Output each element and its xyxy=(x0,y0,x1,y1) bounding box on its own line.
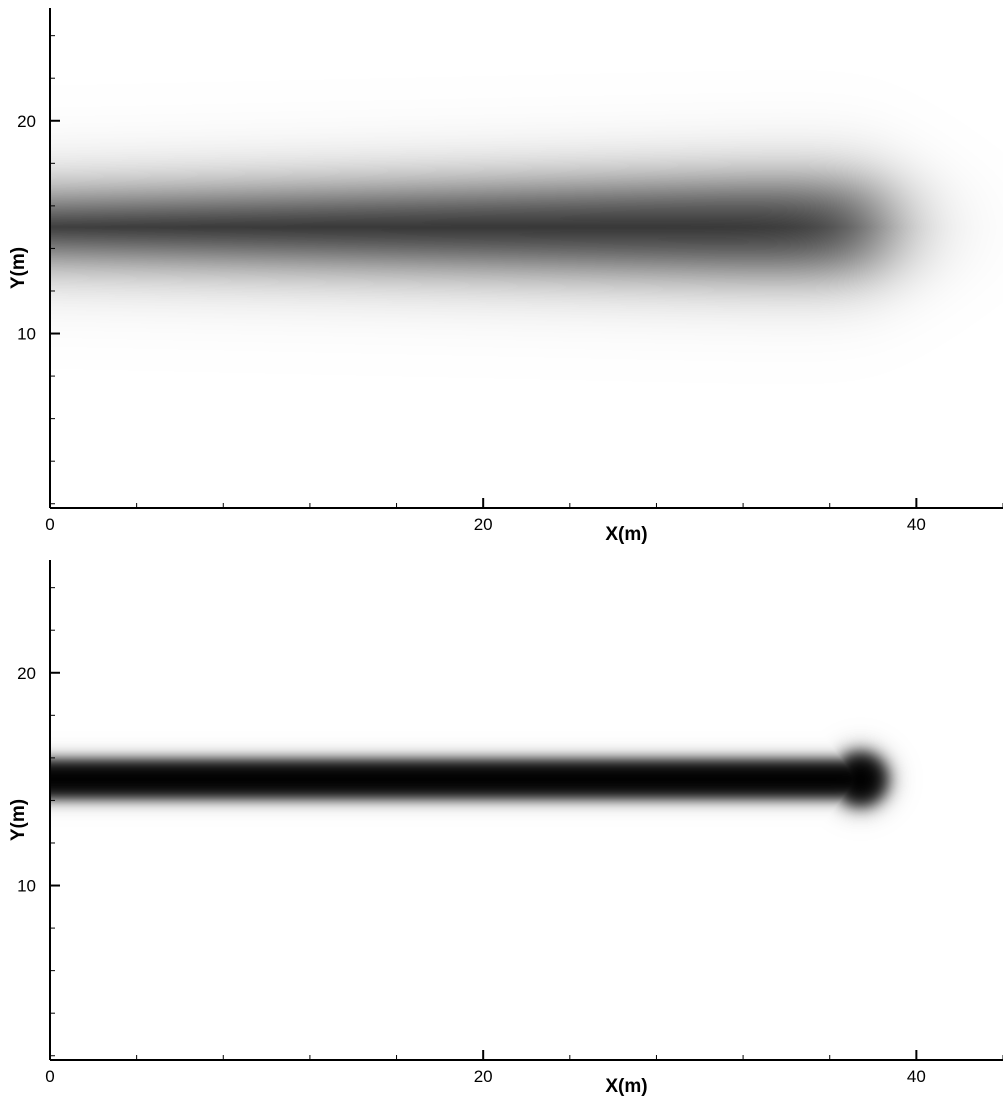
bottom-plume-chart: 0 20 40 10 20 X(m) Y(m) xyxy=(8,560,1003,1097)
x-tick-label: 40 xyxy=(907,515,926,534)
x-axis-title: X(m) xyxy=(605,1076,647,1097)
top-plume-panel: 0 20 40 10 20 X(m) Y(m) xyxy=(8,8,1003,545)
y-axis-title: Y(m) xyxy=(8,799,29,841)
y-axis-title: Y(m) xyxy=(8,247,29,289)
axis-ticks: 0 20 40 10 20 xyxy=(17,35,1003,534)
y-tick-label: 10 xyxy=(17,325,36,344)
x-axis-title: X(m) xyxy=(605,524,647,545)
x-tick-label: 40 xyxy=(907,1067,926,1086)
plume-field xyxy=(50,8,1003,508)
top-plume-chart: 0 20 40 10 20 X(m) Y(m) xyxy=(8,8,1003,545)
concentration-field-image xyxy=(50,8,1003,508)
x-tick-label: 0 xyxy=(45,1067,54,1086)
x-tick-label: 20 xyxy=(474,515,493,534)
y-tick-label: 10 xyxy=(17,877,36,896)
y-tick-label: 20 xyxy=(17,112,36,131)
x-tick-label: 0 xyxy=(45,515,54,534)
y-tick-label: 20 xyxy=(17,664,36,683)
bottom-plume-panel: 0 20 40 10 20 X(m) Y(m) xyxy=(0,552,1003,1104)
concentration-field-image xyxy=(50,560,1003,1060)
axis-ticks: 0 20 40 10 20 xyxy=(17,587,1003,1086)
plume-field xyxy=(50,560,1003,1060)
x-tick-label: 20 xyxy=(474,1067,493,1086)
